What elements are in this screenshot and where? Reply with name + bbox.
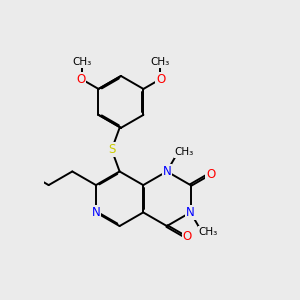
- Text: N: N: [163, 165, 171, 178]
- Text: CH₃: CH₃: [150, 57, 170, 67]
- Text: O: O: [76, 73, 86, 86]
- Text: CH₃: CH₃: [72, 57, 92, 67]
- Text: S: S: [108, 143, 115, 156]
- Text: O: O: [206, 168, 216, 181]
- Text: CH₃: CH₃: [198, 227, 218, 237]
- Text: CH₃: CH₃: [175, 147, 194, 157]
- Text: O: O: [183, 230, 192, 243]
- Text: O: O: [156, 73, 166, 86]
- Text: N: N: [92, 206, 100, 219]
- Text: N: N: [186, 206, 195, 219]
